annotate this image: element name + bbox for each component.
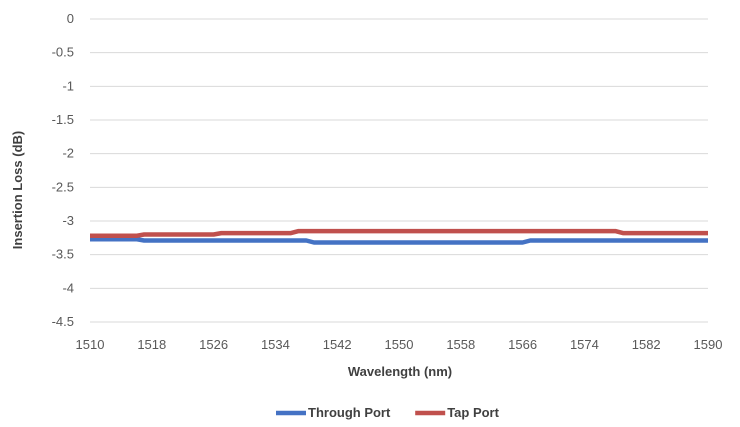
x-tick-label: 1566 xyxy=(508,337,537,352)
x-tick-label: 1558 xyxy=(446,337,475,352)
y-tick-labels: 0 -0.5 -1 -1.5 -2 -2.5 -3 -3.5 -4 -4.5 xyxy=(52,11,74,329)
series-lines xyxy=(90,228,708,245)
y-tick-label: -2.5 xyxy=(52,179,74,194)
y-tick-label: 0 xyxy=(67,11,74,26)
series-line-through-port xyxy=(90,236,708,245)
x-tick-label: 1550 xyxy=(385,337,414,352)
y-tick-label: -2 xyxy=(62,146,74,161)
legend-label-through-port: Through Port xyxy=(308,405,391,420)
x-axis-title: Wavelength (nm) xyxy=(348,364,452,379)
y-tick-label: -0.5 xyxy=(52,45,74,60)
series-line-tap-port xyxy=(90,228,708,239)
legend-label-tap-port: Tap Port xyxy=(447,405,499,420)
x-tick-label: 1510 xyxy=(76,337,105,352)
x-tick-label: 1574 xyxy=(570,337,599,352)
x-tick-label: 1518 xyxy=(137,337,166,352)
y-tick-label: -1 xyxy=(62,78,74,93)
y-tick-label: -1.5 xyxy=(52,112,74,127)
x-tick-label: 1582 xyxy=(632,337,661,352)
gridlines xyxy=(90,18,708,323)
x-tick-label: 1542 xyxy=(323,337,352,352)
y-tick-label: -4 xyxy=(62,280,74,295)
x-tick-label: 1590 xyxy=(694,337,723,352)
y-tick-label: -3.5 xyxy=(52,247,74,262)
x-tick-label: 1534 xyxy=(261,337,290,352)
y-axis-title: Insertion Loss (dB) xyxy=(10,131,25,249)
y-tick-label: -3 xyxy=(62,213,74,228)
y-tick-label: -4.5 xyxy=(52,314,74,329)
x-tick-labels: 1510 1518 1526 1534 1542 1550 1558 1566 1574 1582… xyxy=(76,337,723,352)
legend: Through Port Tap Port xyxy=(276,405,500,420)
x-tick-label: 1526 xyxy=(199,337,228,352)
